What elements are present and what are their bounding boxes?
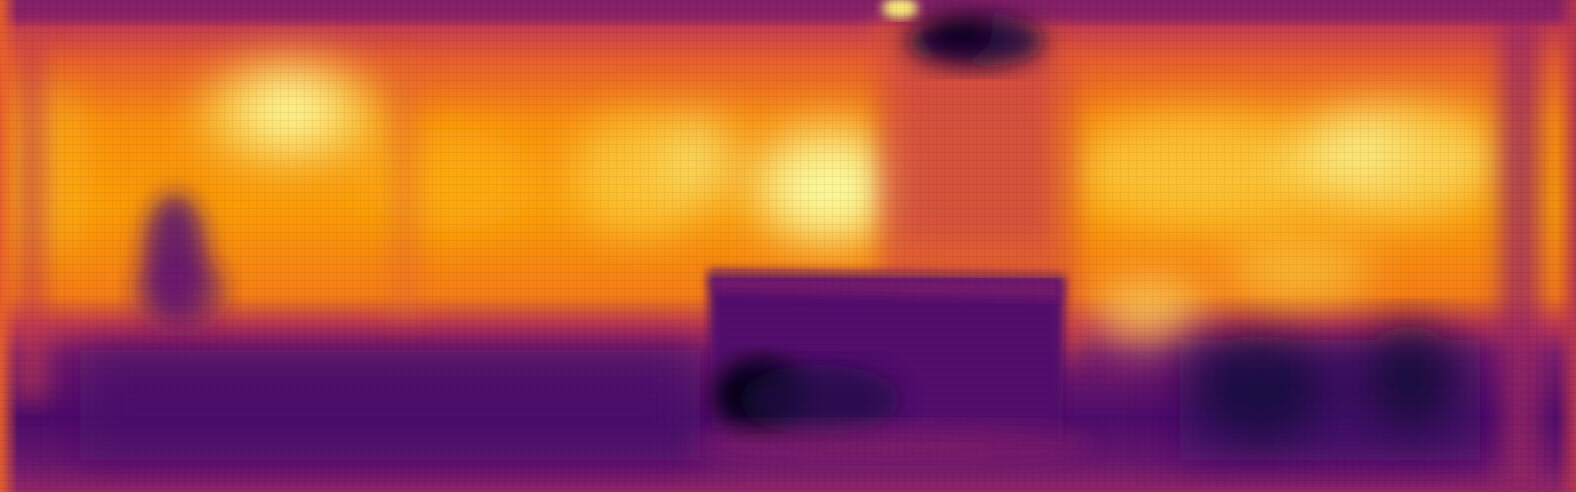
patch-grid-artifacts (0, 0, 1576, 492)
inferno-depth-map (0, 0, 1576, 492)
